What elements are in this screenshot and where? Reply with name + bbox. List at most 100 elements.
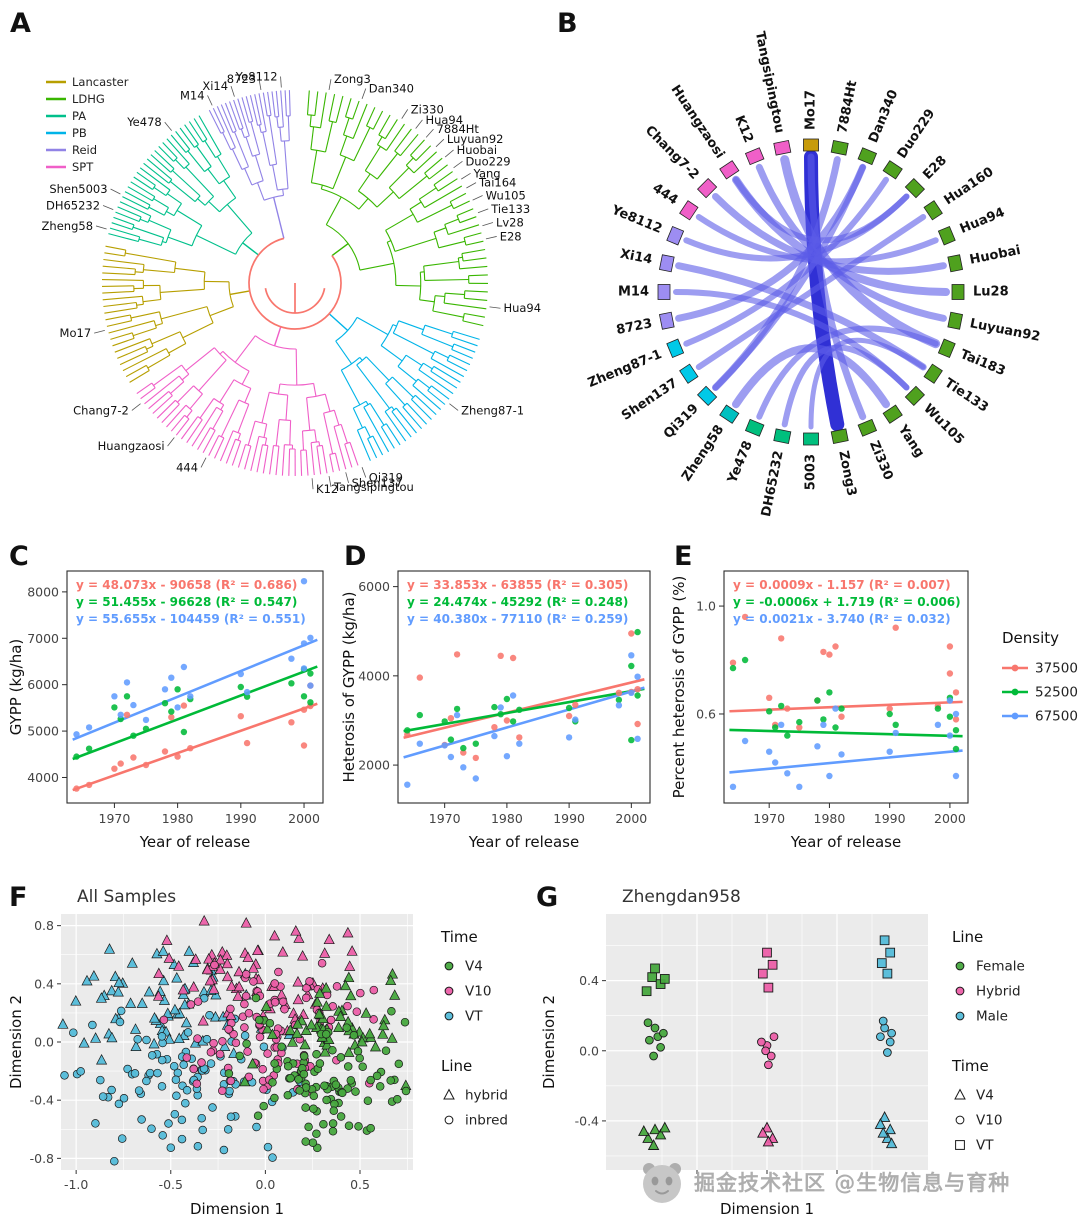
legend-label: PA bbox=[72, 109, 86, 123]
tip-leader-line bbox=[164, 121, 172, 131]
dendro-group-Reid bbox=[208, 90, 291, 239]
scatter-point bbox=[952, 772, 960, 780]
scatter-point bbox=[416, 711, 423, 719]
x-axis-title: Year of release bbox=[790, 833, 901, 851]
scatter-point bbox=[300, 640, 308, 647]
y-tick-label: 7000 bbox=[27, 631, 59, 646]
tip-leader-line bbox=[328, 475, 332, 487]
tip-label: 8723 bbox=[227, 72, 256, 86]
tip-leader-line bbox=[435, 138, 445, 148]
panel-label-D: D bbox=[344, 541, 366, 572]
scatter-point bbox=[946, 732, 954, 739]
scatter-point bbox=[130, 754, 137, 761]
scatter-point bbox=[778, 721, 785, 728]
scatter-point bbox=[796, 724, 803, 731]
dendro-group-SPT bbox=[136, 326, 359, 477]
legend-title: Time bbox=[951, 1057, 989, 1075]
scatter-point bbox=[892, 721, 899, 728]
tip-leader-line bbox=[453, 161, 463, 169]
panel-label-C: C bbox=[9, 541, 29, 572]
tip-label: 7884Ht bbox=[437, 122, 480, 136]
scatter-point bbox=[952, 716, 960, 723]
equation-text: y = 55.655x - 104459 (R² = 0.551) bbox=[76, 612, 306, 626]
scatter-point bbox=[565, 704, 573, 712]
scatter-point bbox=[243, 739, 251, 747]
chord bbox=[781, 344, 910, 428]
sector-label: E28 bbox=[920, 153, 950, 183]
y-tick-label: 0.4 bbox=[579, 973, 599, 988]
chords-layer bbox=[673, 150, 950, 432]
sector-label: Tai183 bbox=[958, 347, 1008, 379]
scatter-point bbox=[123, 679, 131, 686]
sector-label: DH65232 bbox=[759, 449, 787, 518]
chord bbox=[756, 325, 939, 420]
tip-leader-line bbox=[230, 86, 235, 97]
panel-c-scatter-chart: C 1970 1980 1990 2000 4000 5000 6000 7000 8000 Yea… bbox=[7, 541, 324, 851]
tip-label: Shen5003 bbox=[49, 182, 107, 196]
regression-line bbox=[729, 728, 963, 738]
tip-label: Tai164 bbox=[478, 176, 516, 190]
scatter-point bbox=[503, 695, 511, 703]
scatter-point bbox=[243, 693, 251, 700]
legend-label: hybrid bbox=[465, 1088, 508, 1104]
scatter-point bbox=[472, 740, 479, 747]
scatter-point bbox=[772, 724, 779, 731]
scatter-point bbox=[187, 745, 194, 752]
scatter-point bbox=[123, 693, 131, 700]
scatter-point bbox=[826, 772, 833, 780]
panel-d-scatter-chart: D 1970 1980 1990 2000 2000 4000 6000 Year of rel… bbox=[340, 541, 651, 851]
y-tick-label: -0.4 bbox=[575, 1113, 599, 1128]
x-tick-label: 2000 bbox=[934, 811, 966, 826]
sector-label: Luyuan92 bbox=[968, 316, 1041, 345]
tip-leader-line bbox=[449, 403, 459, 411]
tip-label: Huobai bbox=[457, 143, 498, 157]
x-tick-label: 1980 bbox=[814, 811, 846, 826]
panel-e: E 1970 1980 1990 2000 0.6 1.0 Year of release Pe… bbox=[670, 537, 1080, 875]
sector-swatch bbox=[679, 200, 699, 221]
sector-label: Xi14 bbox=[619, 247, 654, 268]
scatter-point bbox=[509, 718, 517, 725]
sector-label: Chang7-2 bbox=[642, 123, 702, 183]
tip-leader-line bbox=[328, 79, 332, 91]
scatter-point bbox=[180, 728, 188, 736]
scatter-point bbox=[832, 643, 839, 650]
y-axis-title: Percent heterosis of GYPP (%) bbox=[670, 576, 688, 799]
scatter-point bbox=[300, 693, 308, 700]
sector-label: Tie133 bbox=[942, 376, 991, 416]
scatter-point bbox=[832, 724, 839, 731]
x-tick-label: -0.5 bbox=[159, 1177, 183, 1192]
scatter-point bbox=[73, 785, 80, 792]
tip-label: Duo229 bbox=[465, 154, 510, 168]
scatter-point bbox=[838, 751, 845, 758]
tip-leader-line bbox=[425, 128, 434, 138]
tip-leader-line bbox=[207, 95, 213, 106]
sector-label: M14 bbox=[618, 285, 649, 300]
scatter-point bbox=[472, 754, 479, 762]
panel-a: A Zong3 Dan340 Zi330 Hua94 7884Ht Luyuan92 Huob… bbox=[0, 0, 545, 533]
scatter-point bbox=[307, 670, 314, 677]
tip-label: K12 bbox=[316, 482, 338, 496]
tip-leader-line bbox=[361, 467, 367, 478]
sector-swatch bbox=[666, 338, 685, 359]
tip-leader-line bbox=[466, 182, 477, 189]
x-tick-label: 2000 bbox=[288, 811, 320, 826]
scatter-point bbox=[509, 654, 517, 662]
scatter-point bbox=[404, 727, 411, 734]
sector-label: Zong3 bbox=[835, 449, 859, 497]
tip-leader-line bbox=[401, 109, 409, 119]
legend-label: LDHG bbox=[72, 92, 105, 106]
scatter-point bbox=[784, 705, 791, 712]
tip-label: Chang7-2 bbox=[73, 403, 129, 417]
scatter-point bbox=[472, 775, 479, 782]
scatter-point bbox=[288, 655, 295, 662]
scatter-point bbox=[441, 718, 448, 725]
scatter-point bbox=[460, 749, 467, 756]
legend-label: VT bbox=[976, 1138, 994, 1154]
scatter-point bbox=[111, 693, 118, 700]
x-tick-label: 1970 bbox=[99, 811, 131, 826]
y-tick-label: 2000 bbox=[358, 758, 390, 773]
x-axis-title: Dimension 1 bbox=[720, 1200, 814, 1218]
legend-label: PB bbox=[72, 126, 87, 140]
legend-label: Reid bbox=[72, 143, 97, 157]
sector-label: Yang bbox=[894, 422, 927, 461]
